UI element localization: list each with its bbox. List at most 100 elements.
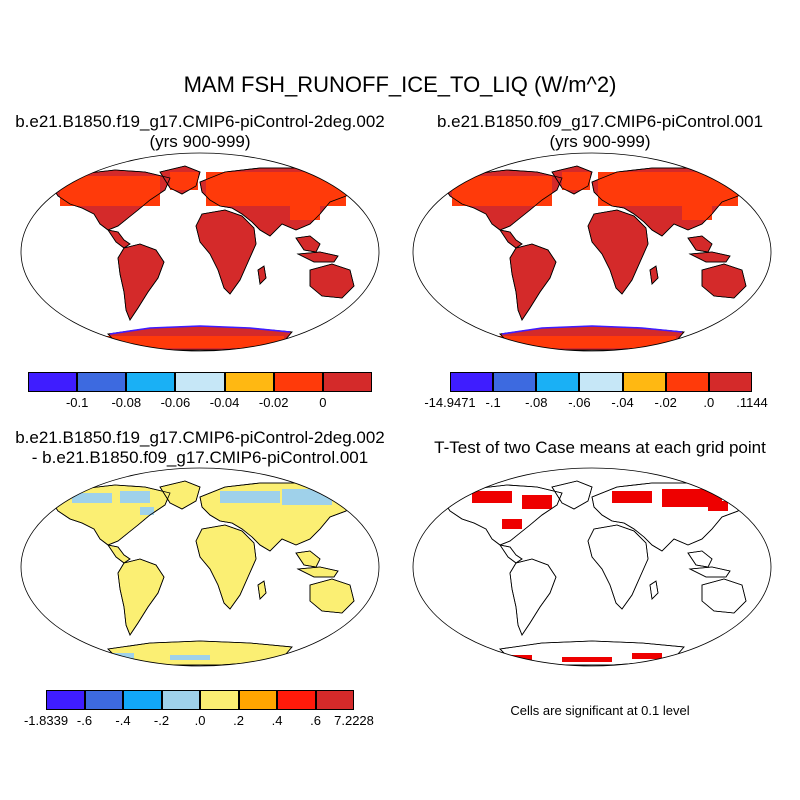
colorbar-label: -.1 [485,395,501,410]
colorbar-label: -.04 [611,395,634,410]
coastline-indonesia [688,251,731,263]
colorbar-label: .0 [703,395,715,410]
coastline-greenland [159,165,201,195]
colorbar-label: 0 [319,395,327,410]
map-frame [412,467,772,667]
coastline-indonesia [296,251,339,263]
map-panel-2 [412,152,772,352]
colorbar-swatch [84,690,123,710]
negative-anomaly-cells [220,491,280,503]
significant-cells [522,495,552,509]
coastline-northAmerica [441,169,563,231]
colorbar-label: -.6 [76,713,93,728]
high-latitude-band [206,172,346,206]
panel2-title-line2: (yrs 900-999) [549,132,651,151]
high-latitude-band [170,172,198,190]
map-frame [20,152,380,352]
coastline-madagascar [649,265,659,285]
antarctic-fringe [501,325,683,335]
colorbar-swatch [273,372,323,392]
coastline-indonesia [296,566,339,578]
coastline-australia [701,578,747,614]
panel4-title: T-Test of two Case means at each grid po… [400,438,800,458]
colorbar-swatch [536,372,580,392]
colorbar-swatch [622,372,666,392]
colorbar-swatch [46,690,85,710]
coastline-madagascar [649,580,659,600]
colorbar-swatch [161,690,200,710]
colorbar-label: .6 [310,713,321,728]
negative-anomaly-cells [170,655,210,660]
panel3-title: b.e21.B1850.f19_g17.CMIP6-piControl-2deg… [0,428,400,468]
high-latitude-band [682,206,712,220]
high-latitude-band [290,206,320,220]
coastline-africa [587,524,649,610]
colorbar-panel-3: -1.8339 -.6 -.4 -.2 .0 .2 .4 .6 7.2228 [24,690,374,728]
coastline-africa [195,524,257,610]
panel3-title-line1: b.e21.B1850.f19_g17.CMIP6-piControl-2deg… [15,428,385,447]
colorbar-swatch [708,372,752,392]
colorbar-swatch [238,690,277,710]
colorbar-swatch [450,372,494,392]
coastline-southAmerica [117,243,165,321]
colorbar-swatch [200,690,239,710]
significant-cells [708,501,728,511]
coastline-centralAmerica [499,544,523,564]
panel1-title-line1: b.e21.B1850.f19_g17.CMIP6-piControl-2deg… [15,112,385,131]
coastline-centralAmerica [107,544,131,564]
colorbar-label: -.06 [568,395,591,410]
main-title: MAM FSH_RUNOFF_ICE_TO_LIQ (W/m^2) [183,72,617,97]
coastline-greenland [551,480,593,510]
coastline-australia [309,263,355,299]
coastline-africa [195,209,257,295]
panel1-title: b.e21.B1850.f19_g17.CMIP6-piControl-2deg… [0,112,400,152]
colorbar-label: -.2 [153,713,170,728]
coastline-indonesia [688,566,731,578]
panel4-title-line1: T-Test of two Case means at each grid po… [434,438,766,457]
negative-anomaly-cells [72,493,112,503]
negative-anomaly-cells [120,491,150,503]
panel2-title-line1: b.e21.B1850.f09_g17.CMIP6-piControl.001 [436,112,764,131]
colorbar-panel-2: -14.9471 -.1 -.08 -.06 -.04 -.02 .0 .1144 [424,372,768,410]
significance-note: Cells are significant at 0.1 level [510,703,690,718]
coastline-seAsia [295,550,321,568]
coastline-seAsia [687,550,713,568]
map-panel-1 [20,152,380,352]
high-latitude-band [562,172,590,190]
coastline-madagascar [257,580,267,600]
high-latitude-band [496,336,676,348]
panel2-title: b.e21.B1850.f09_g17.CMIP6-piControl.001 … [400,112,800,152]
map-frame [20,467,380,667]
significant-cells [502,519,522,529]
negative-anomaly-cells [282,489,332,505]
colorbar-label: -.02 [654,395,677,410]
colorbar-swatch [315,690,354,710]
high-latitude-band [452,176,552,206]
coastline-greenland [159,480,201,510]
colorbar-label: -0.08 [111,395,142,410]
panel1-title-line2: (yrs 900-999) [149,132,251,151]
coastline-southAmerica [509,243,557,321]
colorbar-panel-1: -0.1 -0.08 -0.06 -0.04 -0.02 0 [28,372,372,410]
significant-cells [662,489,722,507]
coastline-centralAmerica [107,229,131,249]
coastline-africa [587,209,649,295]
significant-cells [612,491,652,503]
colorbar-label: -.4 [115,713,131,728]
coastline-seAsia [295,235,321,253]
coastline-madagascar [257,265,267,285]
colorbar-swatch [322,372,372,392]
colorbar-label: -14.9471 [424,395,476,410]
colorbar-swatch [126,372,176,392]
high-latitude-band [104,336,284,348]
colorbar-label: -.08 [525,395,548,410]
colorbar-swatch [175,372,225,392]
map-frame [412,152,772,352]
colorbar-swatch [77,372,127,392]
coastline-australia [309,578,355,614]
coastline-centralAmerica [499,229,523,249]
coastline-northAmerica [441,484,563,546]
antarctic-fringe [109,325,291,335]
significant-cells [632,653,662,659]
coastline-seAsia [687,235,713,253]
